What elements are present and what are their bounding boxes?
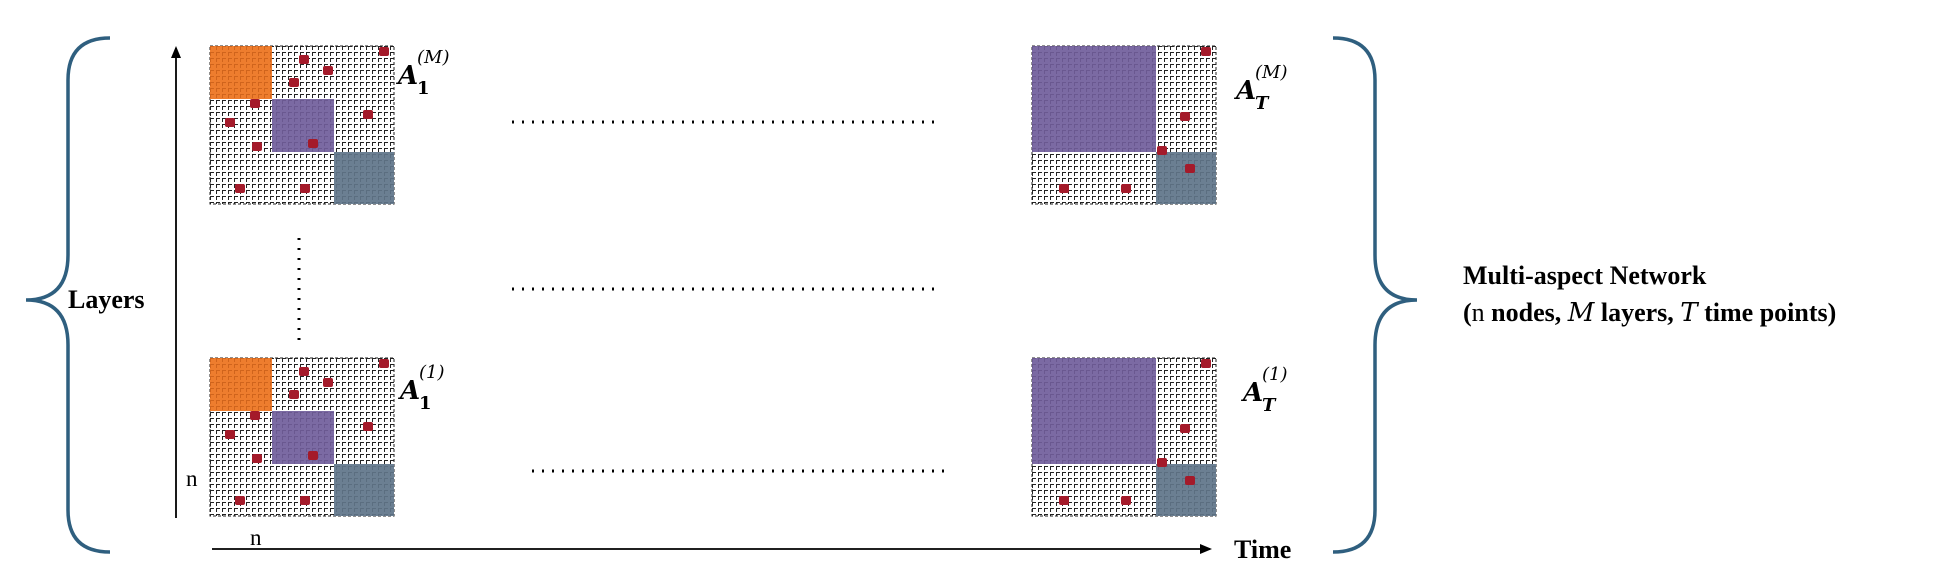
edge-dot [1157,146,1167,155]
label-at-layer-1: A T (1) [1243,366,1288,415]
label-a1-layer-m: A 1 (M) [398,49,449,98]
matrix-at-layer-1 [1031,357,1217,517]
subtitle-T: T [1680,298,1698,328]
edge-dot [252,454,262,463]
subtitle-M: M [1567,298,1595,328]
edge-dot [289,78,299,87]
edge-dot [323,66,333,75]
community-block-purple [272,99,334,152]
edge-dot [323,378,333,387]
edge-dot [363,422,373,431]
n-label-left: n [186,466,198,491]
edge-dot [1201,47,1211,56]
community-block-slate [1156,464,1216,516]
network-title: Multi-aspect Network [1463,261,1707,290]
subtitle-nodes: nodes, [1484,298,1568,327]
label-a1-layer-1: A 1 (1) [400,364,445,413]
community-block-orange [210,46,272,99]
edge-dot [252,142,262,151]
label-a1m-sub: 1 [417,78,430,99]
edge-dot [1121,184,1131,193]
subtitle-layers: layers, [1594,298,1681,327]
subtitle-n: n [1471,298,1485,327]
edge-dot [1059,184,1069,193]
n-label-bottom: n [250,525,262,550]
edge-dot [225,118,235,127]
subtitle-time: time points) [1697,298,1837,327]
edge-dot [363,110,373,119]
matrix-a1-layer-m [209,45,395,205]
edge-dot [1180,424,1190,433]
matrix-a1-layer-1 [209,357,395,517]
edge-dot [1121,496,1131,505]
edge-dot [289,390,299,399]
label-at1-sub: T [1262,395,1276,416]
label-atm-base: A [1236,76,1257,106]
label-at-layer-m: A T (M) [1236,64,1287,113]
edge-dot [1059,496,1069,505]
edge-dot [1157,458,1167,467]
layers-label: Layers [68,285,145,314]
edge-dot [308,139,318,148]
edge-dot [250,99,260,108]
matrix-at-layer-m [1031,45,1217,205]
community-block-slate [334,152,394,204]
edge-dot [225,430,235,439]
edge-dot [1185,476,1195,485]
edge-dot [235,496,245,505]
subtitle-open: ( [1463,298,1472,327]
community-block-purple [1032,46,1156,152]
edge-dot [1201,359,1211,368]
community-block-purple [1032,358,1156,464]
label-a1m-sup: (M) [417,47,450,68]
edge-dot [1180,112,1190,121]
label-atm-sub: T [1255,93,1269,114]
edge-dot [250,411,260,420]
edge-dot [379,359,389,368]
edge-dot [235,184,245,193]
community-block-orange [210,358,272,411]
edge-dot [1185,164,1195,173]
edge-dot [300,496,310,505]
network-subtitle: (n nodes, M layers, T time points) [1463,298,1836,328]
right-brace [1332,36,1418,554]
label-atm-sup: (M) [1255,62,1288,83]
label-a11-base: A [400,376,421,406]
time-label: Time [1234,535,1292,564]
label-a11-sub: 1 [419,393,432,414]
label-a11-sup: (1) [419,362,445,383]
community-block-purple [272,411,334,464]
community-block-slate [1156,152,1216,204]
edge-dot [379,47,389,56]
edge-dot [300,184,310,193]
label-at1-base: A [1243,378,1264,408]
left-brace [25,36,111,554]
community-block-slate [334,464,394,516]
label-at1-sup: (1) [1262,364,1288,385]
label-a1m-base: A [398,61,419,91]
edge-dot [299,367,309,376]
edge-dot [308,451,318,460]
edge-dot [299,55,309,64]
